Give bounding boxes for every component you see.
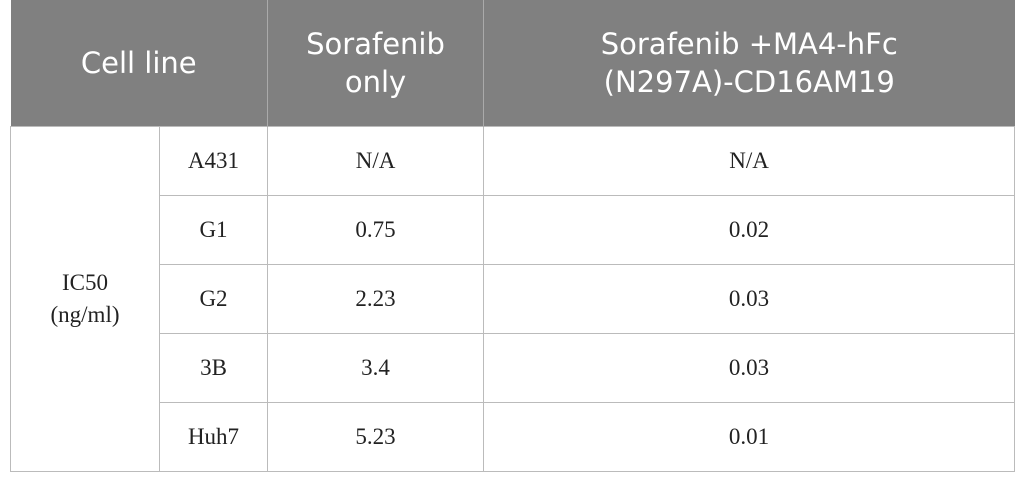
table-row: G1 0.75 0.02 [11,195,1016,265]
value-cell: N/A [267,126,485,196]
value-cell: 0.02 [483,195,1016,265]
value-cell: 3.4 [267,333,485,403]
table-row: G2 2.23 0.03 [11,264,1016,334]
group-label: (ng/ml) [50,302,120,327]
group-cell: IC50 (ng/ml) [10,126,160,472]
value-cell: 0.01 [483,402,1016,472]
table-row: 3B 3.4 0.03 [11,333,1016,403]
value-cell: 0.75 [267,195,485,265]
group-label: IC50 [62,270,108,295]
table-row: IC50 (ng/ml) A431 N/A N/A [10,126,1016,472]
cell-line: 3B [158,333,269,403]
header-text: Sorafenib +MA4-hFc [600,27,898,61]
value-cell: 5.23 [267,402,485,472]
header-cell: Sorafenib +MA4-hFc (N297A)-CD16AM19 [483,0,1015,127]
table-row: Huh7 5.23 0.01 [11,402,1016,472]
header-text: only [344,65,407,99]
data-table: Cell line Sorafenib only Sorafenib +MA4-h… [10,0,1016,472]
value-cell: 2.23 [267,264,485,334]
header-text: (N297A)-CD16AM19 [603,65,895,99]
value-cell: N/A [483,126,1016,196]
cell-line: A431 [158,126,269,196]
cell-line: Huh7 [158,402,269,472]
value-cell: 0.03 [483,333,1016,403]
cell-line: G2 [158,264,269,334]
header-row: Cell line Sorafenib only Sorafenib +MA4-h… [10,0,1015,127]
value-cell: 0.03 [483,264,1016,334]
cell-line: G1 [158,195,269,265]
header-cell: Sorafenib only [267,0,484,127]
header-text: Sorafenib [306,27,445,61]
header-text: Cell line [80,46,197,80]
header-cell: Cell line [10,0,268,127]
